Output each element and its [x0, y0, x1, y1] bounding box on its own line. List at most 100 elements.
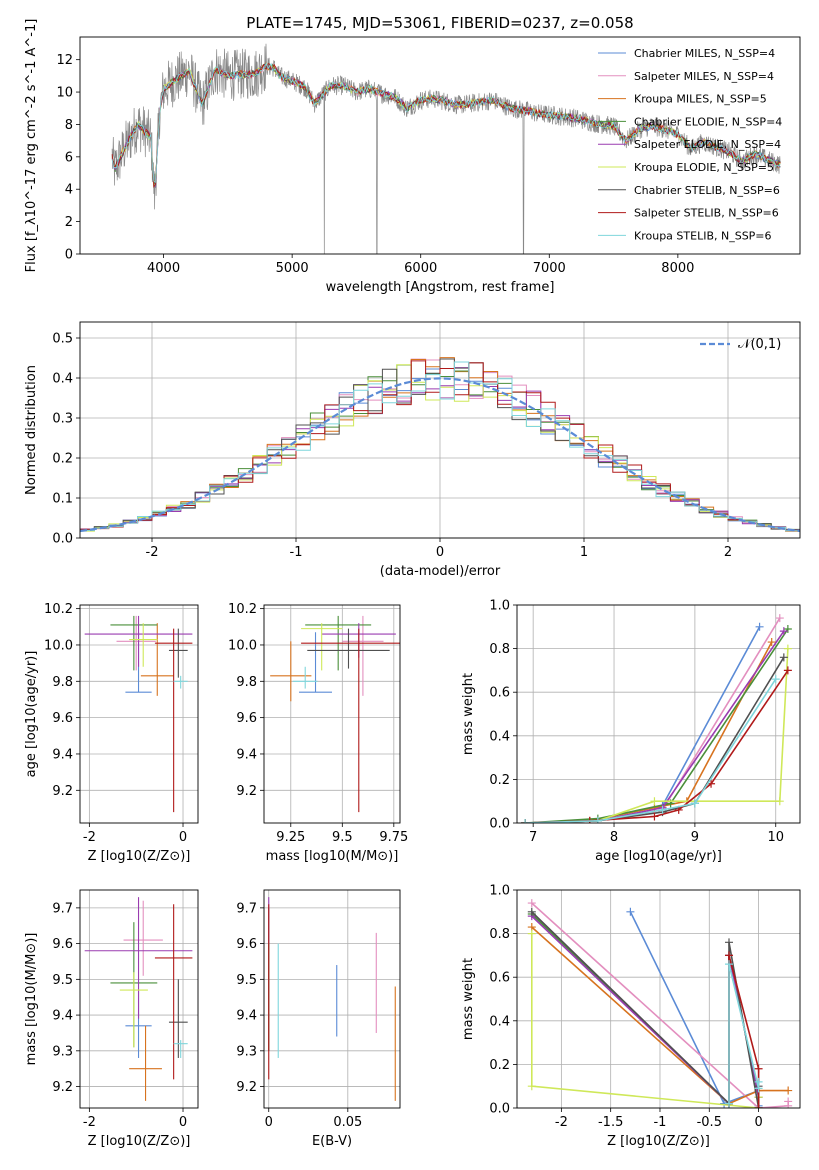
weight-marker — [767, 638, 776, 647]
y-tick-label: 0.1 — [52, 492, 73, 507]
weight-marker — [521, 819, 530, 823]
y-tick-label: 9.2 — [52, 784, 73, 799]
y-tick-label: 9.6 — [236, 711, 257, 726]
y-tick-label: 9.4 — [52, 747, 73, 762]
weight-marker — [527, 1082, 536, 1091]
histogram-series-8 — [80, 361, 800, 532]
axes-frame — [79, 889, 199, 1109]
weight-series-3 — [525, 628, 789, 823]
y-axis-label: mass [log10(M/M⊙)] — [24, 933, 39, 1066]
x-tick-label: 8000 — [661, 261, 694, 276]
x-axis-label: Z [log10(Z/Z⊙)] — [88, 1134, 191, 1149]
x-tick-label: 8 — [610, 830, 618, 845]
age_vs_mass-marks — [270, 615, 400, 813]
model-series-7 — [111, 63, 781, 189]
axes-frame — [79, 604, 199, 824]
mass_vs_EBV-marks — [268, 897, 396, 1101]
x-tick-label: 9.25 — [276, 830, 305, 845]
weight-marker — [725, 1099, 734, 1108]
y-tick-label: 4 — [65, 183, 73, 198]
x-tick-label: 0 — [179, 1115, 187, 1130]
weight-marker — [754, 1077, 763, 1086]
x-axis-label: (data-model)/error — [380, 564, 501, 579]
y-tick-label: 9.7 — [52, 901, 73, 916]
x-tick-label: 2 — [724, 545, 732, 560]
x-tick-label: 0 — [265, 1115, 273, 1130]
weight-marker — [527, 907, 536, 916]
y-axis-label: Flux [f_λ10^-17 erg cm^-2 s^-1 A^-1] — [24, 19, 39, 273]
x-axis-label: age [log10(age/yr)] — [595, 849, 722, 864]
y-tick-label: 0.2 — [489, 773, 510, 788]
y-tick-label: 12 — [56, 53, 73, 68]
y-tick-label: 0.5 — [52, 332, 73, 347]
weight-marker — [779, 627, 788, 636]
legend-label: Kroupa ELODIE, N_SSP=5 — [634, 161, 774, 174]
weight-marker — [754, 1104, 763, 1108]
legend-label: Salpeter ELODIE, N_SSP=4 — [634, 138, 781, 151]
y-tick-label: 9.2 — [236, 1080, 257, 1095]
weight-marker — [783, 644, 792, 653]
x-tick-label: 0 — [754, 1115, 762, 1130]
mass_vs_EBV-grid — [264, 890, 400, 1108]
residuals-panel: -2 -1 0 1 2 0.0 0.1 0.2 0.3 0.4 0.5 (data-model)/er… — [24, 321, 801, 579]
y-tick-label: 0.4 — [489, 1014, 510, 1029]
y-tick-label: 0.6 — [489, 686, 510, 701]
legend: Chabrier MILES, N_SSP=4 Salpeter MILES, N… — [598, 47, 782, 242]
x-axis-label: wavelength [Angstrom, rest frame] — [326, 280, 555, 295]
weight-marker — [775, 797, 784, 806]
y-tick-label: 9.5 — [52, 973, 73, 988]
y-tick-label: 0.0 — [52, 532, 73, 547]
weight_vs_Z-panel: -2 -1.5 -1 -0.5 0 0.0 0.2 0.4 0.6 0.8 1.0 Z [log10(… — [461, 884, 801, 1149]
weight-marker — [775, 614, 784, 623]
mass_vs_Z-marks — [84, 897, 193, 1101]
weight_vs_age-panel: 7 8 9 10 0.0 0.2 0.4 0.6 0.8 1.0 age [log10(age/yr… — [461, 599, 801, 864]
spectrum-panel: 4000 5000 6000 7000 8000 0 2 4 6 8 10 12 wavelength … — [24, 19, 801, 295]
x-axis-label: Z [log10(Z/Z⊙)] — [607, 1134, 710, 1149]
weight-marker — [725, 951, 734, 960]
weight-marker — [755, 622, 764, 631]
axes-frame — [79, 36, 801, 255]
y-tick-label: 9.3 — [52, 1044, 73, 1059]
weight-marker — [658, 805, 667, 814]
x-tick-label: 0 — [179, 830, 187, 845]
y-tick-label: 0.6 — [489, 971, 510, 986]
y-tick-label: 9.6 — [236, 937, 257, 952]
axes-frame — [516, 889, 801, 1109]
x-tick-label: 9.5 — [332, 830, 353, 845]
weight-marker — [779, 653, 788, 662]
weight-series-0 — [525, 626, 761, 823]
x-tick-label: 1 — [580, 545, 588, 560]
legend-label: Salpeter STELIB, N_SSP=6 — [634, 207, 779, 220]
y-tick-label: 0.4 — [489, 729, 510, 744]
weight-marker — [650, 812, 659, 821]
axes-frame — [79, 321, 801, 539]
weight-marker — [754, 1064, 763, 1073]
y-tick-label: 9.2 — [52, 1080, 73, 1095]
model-series-8 — [111, 62, 781, 184]
weight-marker — [784, 1097, 793, 1106]
y-tick-label: 0.2 — [52, 452, 73, 467]
y-tick-label: 9.2 — [236, 784, 257, 799]
weight-marker — [650, 797, 659, 806]
y-tick-label: 10 — [56, 86, 73, 101]
x-tick-label: 9 — [691, 830, 699, 845]
weight-marker — [527, 929, 536, 938]
y-tick-label: 0.8 — [489, 642, 510, 657]
x-tick-label: -1 — [290, 545, 303, 560]
y-tick-label: 6 — [65, 150, 73, 165]
y-tick-label: 0.0 — [489, 1102, 510, 1117]
weight_vs_Z-marks — [527, 899, 793, 1108]
y-tick-label: 0.4 — [52, 372, 73, 387]
y-axis-label: age [log10(age/yr)] — [24, 651, 39, 778]
x-tick-label: 0.05 — [333, 1115, 362, 1130]
weight-marker — [593, 816, 602, 823]
y-tick-label: 9.4 — [236, 1009, 257, 1024]
y-axis-label: mass weight — [461, 958, 476, 1040]
x-tick-label: -1 — [653, 1115, 666, 1130]
mass_vs_EBV-panel: 0 0.05 9.2 9.3 9.4 9.5 9.6 9.7 E(B-V) — [236, 889, 401, 1149]
y-tick-label: 9.3 — [236, 1044, 257, 1059]
weight-series-2 — [525, 641, 773, 823]
legend-label: Chabrier ELODIE, N_SSP=4 — [634, 115, 782, 128]
spectrum-marks — [111, 43, 781, 254]
weight-series-2 — [531, 926, 789, 1105]
